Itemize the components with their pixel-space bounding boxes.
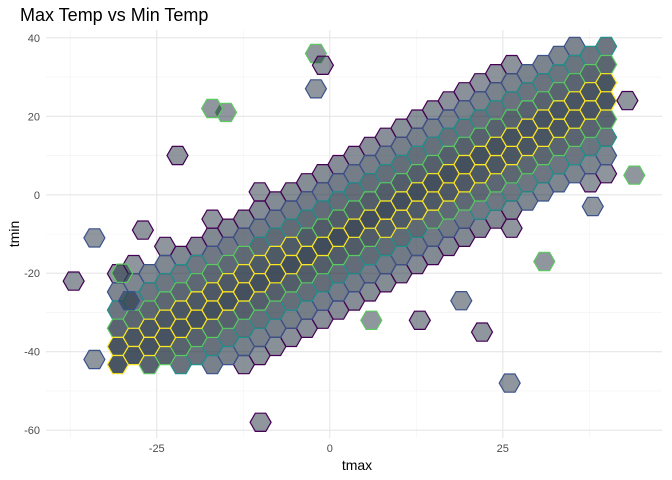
x-tick-label: -25 bbox=[149, 443, 165, 455]
hex-bin bbox=[110, 263, 134, 283]
hex-bin bbox=[533, 251, 556, 272]
hex-bin bbox=[117, 291, 141, 311]
x-tick-labels: -25 0 25 bbox=[149, 443, 509, 455]
y-tick-label: -60 bbox=[24, 425, 40, 437]
hex-bin bbox=[304, 79, 328, 99]
hex-bin bbox=[62, 271, 85, 291]
hex-bin bbox=[594, 91, 618, 111]
x-tick-label: 25 bbox=[497, 443, 509, 455]
hex-bin bbox=[166, 145, 189, 166]
hex-bin bbox=[83, 228, 106, 248]
hex-bin bbox=[311, 55, 335, 76]
x-axis-title: tmax bbox=[342, 457, 372, 473]
hex-bin bbox=[83, 349, 106, 370]
hex-bin bbox=[498, 373, 521, 393]
hex-bin bbox=[360, 310, 383, 330]
hex-bin bbox=[327, 227, 350, 247]
y-axis-title: tmin bbox=[6, 221, 22, 247]
y-tick-label: -20 bbox=[24, 268, 40, 280]
hex-bin bbox=[408, 310, 431, 330]
hex-bin bbox=[616, 90, 639, 111]
y-tick-label: 20 bbox=[28, 111, 40, 123]
hex-bin bbox=[581, 196, 604, 217]
hex-bin bbox=[623, 165, 646, 185]
hex-bin bbox=[470, 322, 494, 342]
hex-bin bbox=[200, 98, 224, 119]
hex-bin bbox=[249, 412, 272, 432]
y-tick-label: 40 bbox=[28, 33, 40, 45]
hex-bins bbox=[62, 36, 646, 432]
y-tick-label: -40 bbox=[24, 347, 40, 359]
y-tick-label: 0 bbox=[34, 190, 40, 202]
hex-bin bbox=[131, 220, 155, 240]
y-tick-labels: -60 -40 -20 0 20 40 bbox=[24, 33, 40, 437]
hex-bin bbox=[450, 291, 473, 311]
x-tick-label: 0 bbox=[327, 443, 333, 455]
chart-title: Max Temp vs Min Temp bbox=[20, 5, 208, 25]
